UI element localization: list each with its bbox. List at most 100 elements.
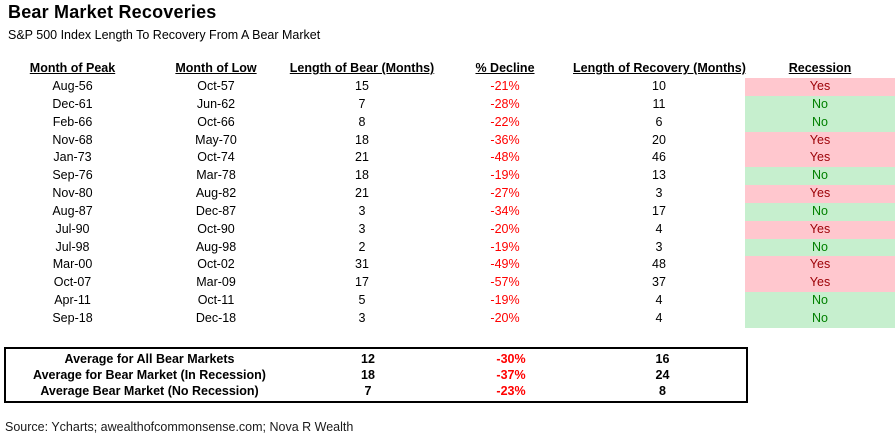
cell-length-of-recovery: 46 bbox=[652, 150, 666, 165]
summary-row: Average Bear Market (No Recession) 7 -23% 8 bbox=[6, 383, 746, 399]
summary-box: Average for All Bear Markets 12 -30% 16 Aver… bbox=[4, 347, 748, 403]
table-row: Jul-90 Oct-90 3 -20% 4 Yes bbox=[0, 220, 895, 239]
source-note: Source: Ycharts; awealthofcommonsense.co… bbox=[5, 420, 354, 434]
cell-pct-decline: -19% bbox=[490, 168, 520, 183]
page-title: Bear Market Recoveries bbox=[8, 2, 217, 22]
cell-pct-decline: -19% bbox=[490, 239, 520, 254]
summary-length-of-recovery-value: 8 bbox=[659, 384, 666, 398]
cell-month-of-low: Aug-82 bbox=[195, 186, 237, 201]
table-row: Sep-18 Dec-18 3 -20% 4 No bbox=[0, 309, 895, 328]
cell-length-of-bear: 5 bbox=[358, 293, 366, 308]
column-header-month-of-low: Month of Low bbox=[175, 61, 257, 75]
cell-recession: Yes bbox=[745, 149, 895, 168]
table-row: Aug-87 Dec-87 3 -34% 17 No bbox=[0, 202, 895, 221]
cell-length-of-recovery: 10 bbox=[652, 79, 666, 93]
table-row: Jan-73 Oct-74 21 -48% 46 Yes bbox=[0, 149, 895, 168]
cell-length-of-recovery: 3 bbox=[655, 186, 663, 201]
cell-recession: No bbox=[745, 95, 895, 114]
cell-month-of-low: Mar-78 bbox=[196, 168, 236, 183]
summary-length-of-bear-value: 12 bbox=[361, 352, 375, 366]
cell-month-of-peak: Aug-56 bbox=[52, 79, 93, 93]
cell-month-of-low: Dec-87 bbox=[195, 203, 237, 218]
cell-month-of-peak: Oct-07 bbox=[53, 275, 92, 290]
cell-month-of-low: Oct-11 bbox=[197, 293, 235, 308]
summary-pct-decline-value: -37% bbox=[496, 368, 526, 382]
cell-length-of-recovery: 6 bbox=[655, 114, 663, 129]
table-row: Mar-00 Oct-02 31 -49% 48 Yes bbox=[0, 256, 895, 275]
page-subtitle: S&P 500 Index Length To Recovery From A … bbox=[8, 28, 321, 42]
cell-month-of-low: Oct-66 bbox=[197, 114, 235, 129]
summary-label: Average for Bear Market (In Recession) bbox=[33, 368, 266, 382]
table-row: Nov-80 Aug-82 21 -27% 3 Yes bbox=[0, 185, 895, 203]
column-header-length-of-bear-months: Length of Bear (Months) bbox=[289, 61, 435, 75]
cell-pct-decline: -48% bbox=[490, 150, 520, 165]
cell-month-of-low: Jun-62 bbox=[196, 96, 236, 111]
cell-month-of-low: May-70 bbox=[195, 132, 237, 147]
cell-length-of-recovery: 17 bbox=[652, 203, 666, 218]
column-header-decline: % Decline bbox=[475, 61, 535, 75]
cell-month-of-peak: Nov-80 bbox=[52, 186, 93, 201]
cell-length-of-bear: 8 bbox=[358, 114, 366, 129]
summary-length-of-bear-value: 18 bbox=[361, 368, 375, 382]
cell-length-of-bear: 3 bbox=[358, 203, 366, 218]
cell-length-of-bear: 17 bbox=[355, 275, 369, 290]
cell-length-of-recovery: 4 bbox=[655, 221, 663, 236]
summary-body: Average for All Bear Markets 12 -30% 16 Aver… bbox=[6, 351, 746, 399]
table-row: Apr-11 Oct-11 5 -19% 4 No bbox=[0, 292, 895, 310]
cell-recession: No bbox=[745, 238, 895, 257]
cell-month-of-peak: Sep-18 bbox=[52, 310, 93, 325]
cell-month-of-peak: Sep-76 bbox=[52, 168, 93, 183]
cell-length-of-bear: 3 bbox=[358, 310, 366, 325]
column-header-recession: Recession bbox=[788, 61, 852, 75]
cell-recession: No bbox=[745, 113, 895, 132]
cell-length-of-recovery: 48 bbox=[652, 257, 666, 272]
cell-length-of-recovery: 11 bbox=[652, 96, 666, 111]
cell-month-of-peak: Jul-90 bbox=[55, 221, 90, 236]
cell-recession: Yes bbox=[745, 78, 895, 96]
table-row: Jul-98 Aug-98 2 -19% 3 No bbox=[0, 238, 895, 257]
cell-recession: Yes bbox=[745, 185, 895, 203]
cell-length-of-recovery: 4 bbox=[655, 293, 663, 308]
table-row: Nov-68 May-70 18 -36% 20 Yes bbox=[0, 131, 895, 150]
summary-row: Average for All Bear Markets 12 -30% 16 bbox=[6, 351, 746, 367]
summary-pct-decline-value: -30% bbox=[496, 352, 526, 366]
cell-length-of-recovery: 13 bbox=[652, 168, 666, 183]
cell-recession: No bbox=[745, 309, 895, 328]
cell-length-of-bear: 15 bbox=[355, 79, 369, 93]
column-header-month-of-peak: Month of Peak bbox=[29, 61, 116, 75]
table-row: Oct-07 Mar-09 17 -57% 37 Yes bbox=[0, 274, 895, 293]
summary-row: Average for Bear Market (In Recession) 18… bbox=[6, 367, 746, 383]
cell-month-of-low: Mar-09 bbox=[196, 275, 236, 290]
cell-pct-decline: -20% bbox=[490, 221, 520, 236]
cell-pct-decline: -22% bbox=[490, 114, 520, 129]
cell-recession: Yes bbox=[745, 131, 895, 150]
cell-month-of-low: Oct-02 bbox=[197, 257, 235, 272]
summary-length-of-recovery-value: 24 bbox=[655, 368, 670, 382]
table-row: Sep-76 Mar-78 18 -19% 13 No bbox=[0, 167, 895, 186]
summary-length-of-recovery-value: 16 bbox=[655, 352, 670, 366]
bear-market-table: Month of Peak Month of Low Length of Bear … bbox=[0, 59, 895, 328]
cell-month-of-peak: Jan-73 bbox=[53, 150, 92, 165]
cell-pct-decline: -34% bbox=[490, 203, 520, 218]
cell-month-of-peak: Jul-98 bbox=[55, 239, 90, 254]
cell-length-of-bear: 18 bbox=[355, 168, 369, 183]
cell-month-of-peak: Nov-68 bbox=[52, 132, 93, 147]
summary-length-of-bear-value: 7 bbox=[364, 384, 372, 398]
cell-recession: Yes bbox=[745, 274, 895, 293]
table-header-row: Month of Peak Month of Low Length of Bear … bbox=[0, 59, 895, 78]
cell-pct-decline: -57% bbox=[490, 275, 520, 290]
cell-pct-decline: -27% bbox=[490, 186, 520, 201]
cell-pct-decline: -20% bbox=[490, 310, 520, 325]
column-header-length-of-recovery-months: Length of Recovery (Months) bbox=[573, 61, 746, 75]
summary-label: Average for All Bear Markets bbox=[64, 352, 235, 366]
table-row: Feb-66 Oct-66 8 -22% 6 No bbox=[0, 113, 895, 132]
cell-length-of-recovery: 20 bbox=[652, 132, 666, 147]
cell-pct-decline: -36% bbox=[490, 132, 520, 147]
cell-month-of-low: Oct-57 bbox=[197, 79, 235, 93]
cell-month-of-peak: Mar-00 bbox=[52, 257, 93, 272]
cell-length-of-bear: 2 bbox=[358, 239, 366, 254]
cell-recession: Yes bbox=[745, 256, 895, 275]
cell-month-of-low: Dec-18 bbox=[195, 310, 237, 325]
cell-pct-decline: -28% bbox=[490, 96, 520, 111]
